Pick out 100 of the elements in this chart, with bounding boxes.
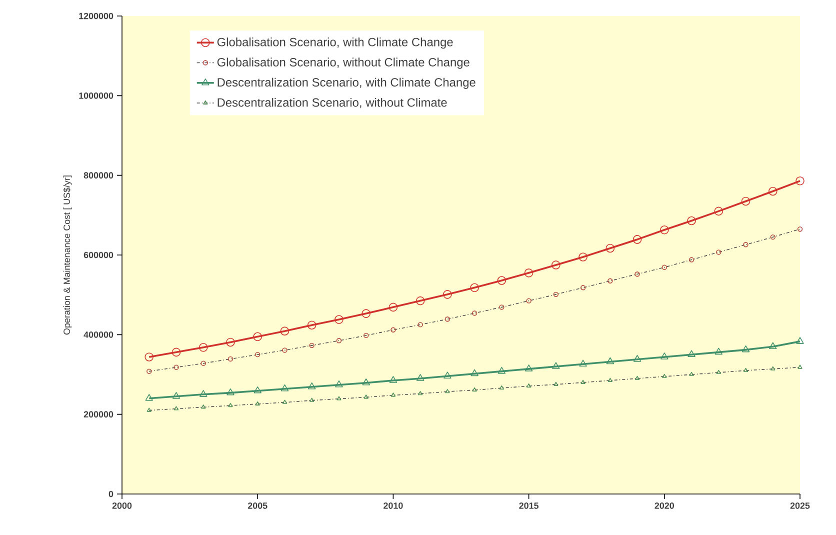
legend-label: Descentralization Scenario, with Climate Change <box>218 78 476 89</box>
point <box>307 320 316 330</box>
point <box>716 370 721 374</box>
point <box>470 283 479 292</box>
point <box>770 234 776 240</box>
point <box>146 368 152 374</box>
point <box>228 356 234 362</box>
point <box>280 326 290 336</box>
point <box>172 348 181 357</box>
x-tick-label: 2025 <box>790 502 810 509</box>
point <box>526 298 532 304</box>
point <box>796 337 804 344</box>
point <box>226 338 235 347</box>
y-tick-label: 1000000 <box>79 92 114 99</box>
y-tick-label: 400000 <box>84 331 114 338</box>
x-tick-label: 2015 <box>519 502 539 509</box>
point <box>660 226 669 234</box>
point <box>146 408 152 412</box>
point <box>798 364 802 369</box>
point <box>444 372 452 378</box>
point <box>443 290 452 299</box>
point <box>336 338 342 344</box>
point <box>144 352 154 362</box>
point <box>255 352 260 358</box>
point <box>552 362 560 369</box>
point <box>280 384 289 392</box>
point <box>445 389 450 394</box>
point <box>362 309 370 318</box>
point <box>743 242 748 248</box>
point <box>797 226 803 232</box>
point <box>418 391 423 396</box>
point <box>524 268 534 278</box>
point <box>472 387 477 392</box>
point <box>198 343 208 352</box>
point <box>200 360 206 366</box>
point <box>579 360 587 367</box>
point <box>741 196 750 206</box>
point <box>743 368 748 372</box>
x-tick-label: 2020 <box>654 502 674 509</box>
point <box>228 402 233 408</box>
point <box>662 374 667 378</box>
point <box>499 385 504 390</box>
point <box>714 206 724 216</box>
point <box>498 366 506 374</box>
point <box>608 278 613 284</box>
point <box>444 316 450 322</box>
x-tick-label: 2010 <box>384 502 403 509</box>
point <box>416 296 425 306</box>
point <box>524 364 533 372</box>
point <box>660 352 668 360</box>
y-tick-label: 0 <box>108 490 114 498</box>
point <box>336 396 342 400</box>
point <box>689 372 694 376</box>
point <box>362 378 370 386</box>
point <box>364 394 368 399</box>
point <box>499 304 504 310</box>
legend-label: Descentralization Scenario, without Climate <box>218 98 447 108</box>
point <box>416 374 424 381</box>
point <box>580 285 586 290</box>
point <box>255 401 260 406</box>
point <box>310 398 314 402</box>
y-tick-label: 1200000 <box>79 12 114 20</box>
point <box>174 406 179 410</box>
y-tick-label: 800000 <box>84 172 114 179</box>
point <box>578 252 588 262</box>
point <box>606 244 615 253</box>
point <box>688 350 696 357</box>
point <box>633 354 642 362</box>
point <box>390 392 396 397</box>
point <box>388 302 398 312</box>
point <box>145 394 153 401</box>
point <box>335 380 343 388</box>
point <box>688 257 694 262</box>
point <box>742 345 750 352</box>
y-axis-title: Operation & Maintenance Cost [ US$/yr] <box>63 176 72 335</box>
point <box>580 380 586 384</box>
point <box>201 404 206 409</box>
point <box>768 186 778 196</box>
legend-label: Globalisation Scenario, without Climate Change <box>217 58 470 69</box>
point <box>308 382 316 390</box>
point <box>554 382 558 386</box>
point <box>172 392 180 399</box>
point <box>472 310 478 316</box>
y-tick-label: 200000 <box>84 411 114 418</box>
point <box>254 386 262 394</box>
point <box>553 292 559 298</box>
point <box>634 272 640 277</box>
point <box>552 260 560 270</box>
point <box>634 376 640 380</box>
point <box>632 235 642 244</box>
legend-label: Globalisation Scenario, with Climate Change <box>217 38 453 49</box>
point <box>769 342 777 350</box>
point <box>200 390 208 397</box>
point <box>608 378 612 382</box>
point <box>226 388 234 396</box>
point <box>662 264 668 270</box>
point <box>770 366 776 370</box>
point <box>526 383 532 388</box>
point <box>418 322 423 328</box>
point <box>363 332 369 338</box>
